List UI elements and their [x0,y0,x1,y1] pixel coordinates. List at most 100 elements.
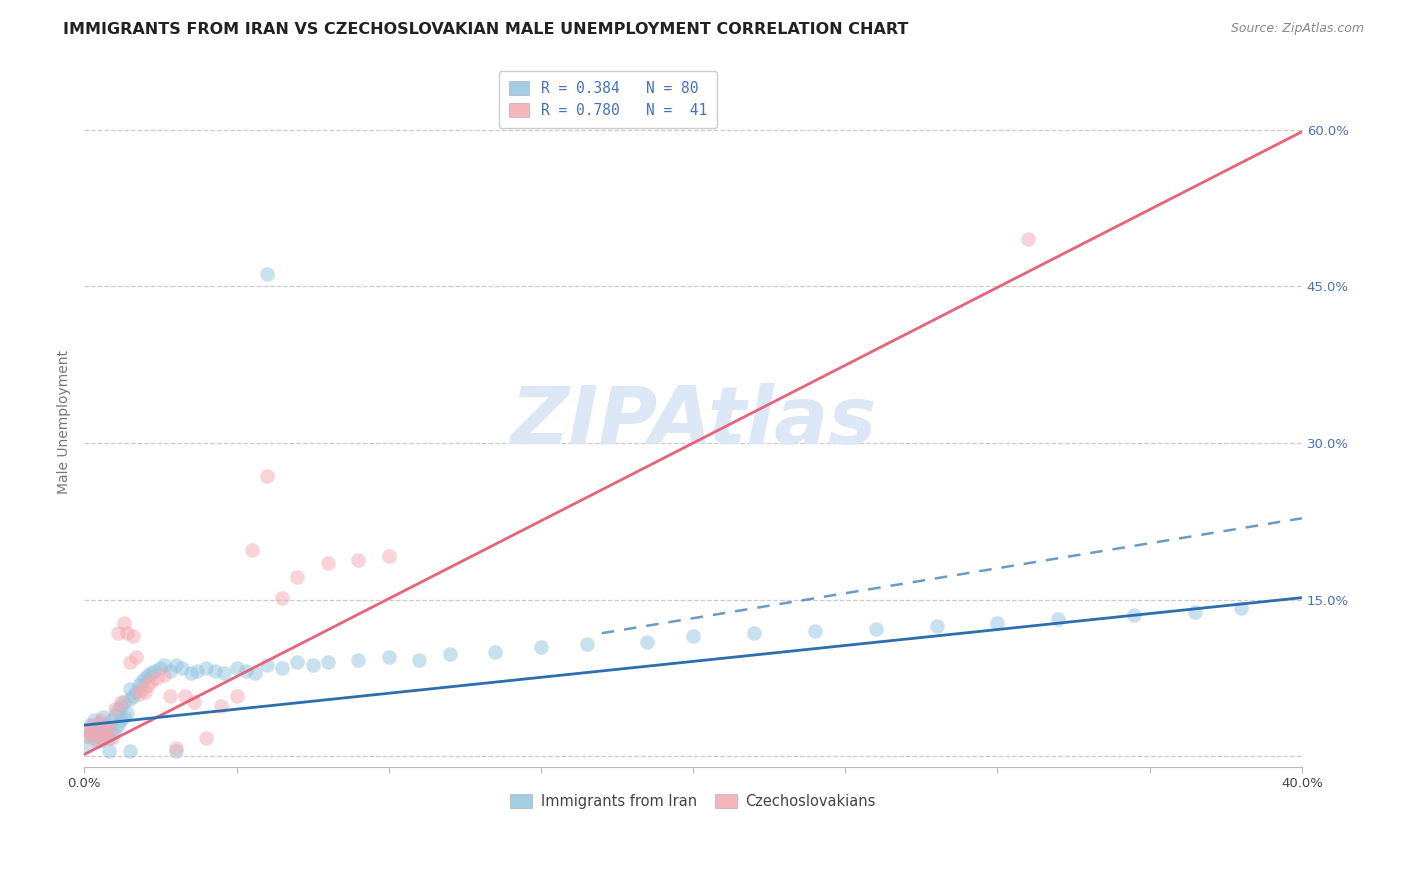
Point [195,731,218,745]
Point [141,674,163,689]
Point [89,726,111,740]
Point [122,629,145,643]
Point [865,622,887,636]
Point [89,733,111,747]
Point [86,720,108,734]
Point [146,671,169,685]
Point [214,665,236,680]
Point [94,726,117,740]
Point [118,681,141,696]
Point [112,695,135,709]
Point [134,671,156,685]
Point [173,689,195,703]
Point [636,634,658,648]
Point [104,723,127,738]
Point [243,665,266,680]
Point [83,718,105,732]
Point [271,661,294,675]
Point [94,718,117,732]
Point [97,720,120,734]
Point [100,713,122,727]
Point [131,681,153,696]
Point [186,664,208,678]
Point [79,718,101,732]
Point [159,664,181,678]
Point [136,678,159,692]
Point [118,656,141,670]
Point [170,661,193,675]
Point [143,664,166,678]
Point [256,267,278,281]
Point [1230,601,1253,615]
Point [118,692,141,706]
Point [235,664,257,678]
Point [180,665,202,680]
Point [83,731,105,745]
Point [91,731,114,745]
Point [86,729,108,743]
Point [89,713,111,727]
Point [240,542,263,557]
Point [1017,232,1039,246]
Point [125,650,148,665]
Point [134,684,156,698]
Point [107,702,129,716]
Point [136,668,159,682]
Point [204,664,226,678]
Y-axis label: Male Unemployment: Male Unemployment [58,351,72,494]
Point [118,744,141,758]
Point [271,591,294,605]
Point [128,687,150,701]
Point [165,657,187,672]
Point [316,656,339,670]
Text: ZIPAtlas: ZIPAtlas [510,384,876,461]
Point [986,615,1008,630]
Point [742,626,765,640]
Point [76,723,98,738]
Point [97,720,120,734]
Point [91,723,114,738]
Point [408,653,430,667]
Point [97,731,120,745]
Point [152,657,174,672]
Point [1123,608,1146,623]
Point [575,637,598,651]
Point [256,657,278,672]
Point [115,626,138,640]
Point [149,661,172,675]
Legend: Immigrants from Iran, Czechoslovakians: Immigrants from Iran, Czechoslovakians [505,789,882,814]
Point [128,678,150,692]
Point [141,665,163,680]
Point [107,718,129,732]
Point [530,640,553,654]
Point [301,657,323,672]
Point [100,726,122,740]
Point [86,733,108,747]
Point [97,744,120,758]
Point [316,556,339,570]
Point [83,713,105,727]
Point [682,629,704,643]
Point [439,647,461,661]
Point [94,723,117,738]
Point [100,731,122,745]
Point [1047,611,1070,625]
Point [183,695,205,709]
Text: IMMIGRANTS FROM IRAN VS CZECHOSLOVAKIAN MALE UNEMPLOYMENT CORRELATION CHART: IMMIGRANTS FROM IRAN VS CZECHOSLOVAKIAN … [63,22,908,37]
Point [256,469,278,483]
Point [804,624,827,639]
Text: Source: ZipAtlas.com: Source: ZipAtlas.com [1230,22,1364,36]
Point [104,702,127,716]
Point [377,650,399,665]
Point [110,695,132,709]
Point [89,726,111,740]
Point [91,710,114,724]
Point [925,619,948,633]
Point [110,699,132,714]
Point [104,707,127,722]
Point [209,699,232,714]
Point [91,731,114,745]
Point [110,713,132,727]
Point [79,726,101,740]
Point [484,645,506,659]
